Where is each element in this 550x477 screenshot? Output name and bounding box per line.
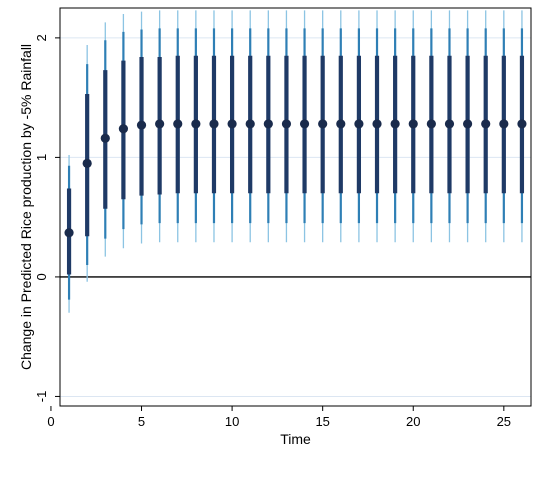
point-estimate [481, 119, 491, 129]
y-axis-label: Change in Predicted Rice production by -… [18, 44, 34, 370]
point-estimate [100, 133, 110, 143]
point-estimate [173, 119, 183, 129]
point-estimate [82, 158, 92, 168]
point-estimate [64, 228, 74, 238]
x-tick-label: 10 [225, 414, 239, 429]
point-estimate [299, 119, 310, 129]
y-tick-label: 1 [34, 154, 49, 161]
x-tick-label: 25 [497, 414, 511, 429]
x-tick-label: 15 [315, 414, 329, 429]
gridlines [60, 37, 531, 397]
point-estimate [263, 119, 273, 129]
point-estimate [390, 119, 400, 129]
point-estimate [426, 119, 436, 129]
point-estimate [408, 119, 418, 129]
point-estimate [155, 119, 165, 129]
point-estimate [118, 124, 129, 134]
x-tick-label: 0 [47, 414, 54, 429]
point-estimate [336, 119, 346, 129]
x-axis-label: Time [280, 431, 311, 447]
point-estimate [281, 119, 292, 129]
y-tick-label: -1 [34, 391, 49, 403]
y-tick-label: 0 [34, 273, 49, 280]
point-estimate [209, 119, 219, 129]
point-estimate [245, 119, 255, 129]
point-estimate [354, 119, 364, 129]
point-estimate [372, 119, 382, 129]
y-tick-label: 2 [34, 34, 49, 41]
x-tick-label: 5 [138, 414, 145, 429]
plot-frame [59, 7, 532, 407]
point-estimate [318, 119, 328, 129]
point-estimate [444, 119, 455, 129]
point-estimate [191, 119, 201, 129]
point-estimate [136, 120, 147, 130]
point-estimates [64, 119, 527, 238]
point-estimate [517, 119, 527, 129]
axes: 0 5 10 15 20 25 -1 0 1 2 [34, 34, 511, 429]
point-estimate [227, 119, 237, 129]
x-tick-label: 20 [406, 414, 420, 429]
point-estimate [499, 119, 509, 129]
point-estimate [462, 119, 473, 129]
